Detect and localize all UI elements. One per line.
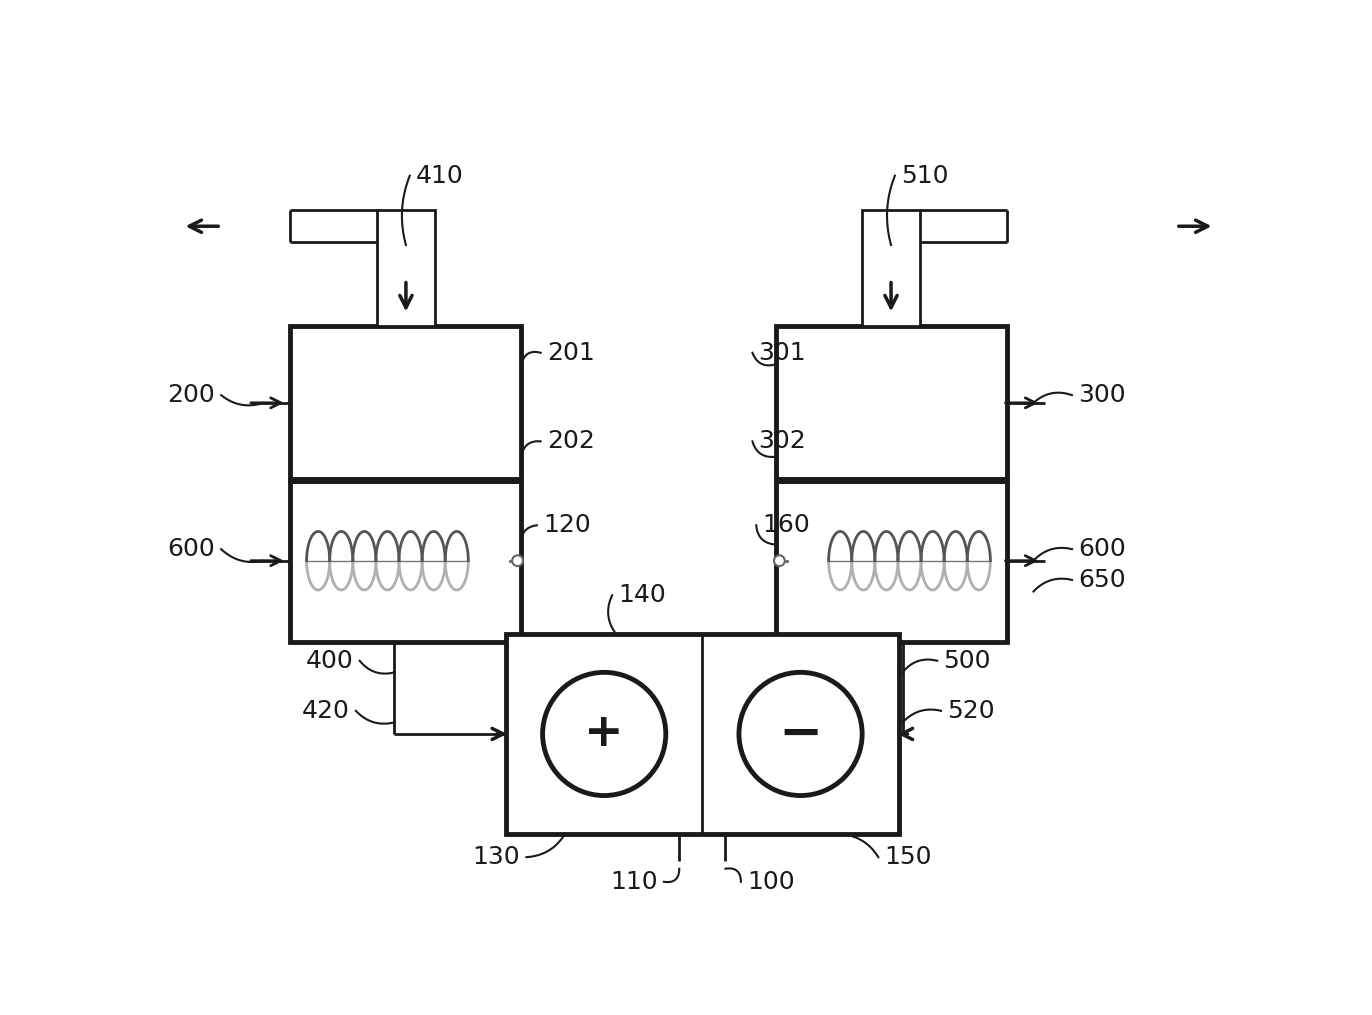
Text: 200: 200 xyxy=(167,383,215,407)
Circle shape xyxy=(774,555,785,566)
Text: 110: 110 xyxy=(611,870,657,894)
Text: 202: 202 xyxy=(547,429,594,454)
Text: +: + xyxy=(584,712,624,756)
Text: 510: 510 xyxy=(901,163,948,188)
Circle shape xyxy=(512,555,523,566)
Text: 520: 520 xyxy=(947,699,995,723)
Bar xyxy=(775,326,1007,480)
Text: 400: 400 xyxy=(306,649,354,673)
Text: 120: 120 xyxy=(543,514,591,537)
Text: 150: 150 xyxy=(885,845,932,869)
Text: 160: 160 xyxy=(763,514,811,537)
Text: 140: 140 xyxy=(619,584,665,607)
Bar xyxy=(775,480,1007,641)
Text: 302: 302 xyxy=(759,429,807,454)
Text: 410: 410 xyxy=(416,163,464,188)
Text: 600: 600 xyxy=(167,537,215,561)
Text: 420: 420 xyxy=(302,699,350,723)
Bar xyxy=(862,210,919,326)
Text: 130: 130 xyxy=(472,845,520,869)
Text: 500: 500 xyxy=(944,649,991,673)
Text: 300: 300 xyxy=(1078,383,1126,407)
Text: −: − xyxy=(778,707,823,760)
Text: 100: 100 xyxy=(746,870,794,894)
Text: 650: 650 xyxy=(1078,568,1126,592)
Text: 201: 201 xyxy=(547,341,594,364)
Text: 600: 600 xyxy=(1078,537,1126,561)
Bar xyxy=(506,633,899,834)
Text: 301: 301 xyxy=(759,341,807,364)
Bar xyxy=(291,326,521,480)
Bar xyxy=(377,210,435,326)
Bar xyxy=(291,480,521,641)
